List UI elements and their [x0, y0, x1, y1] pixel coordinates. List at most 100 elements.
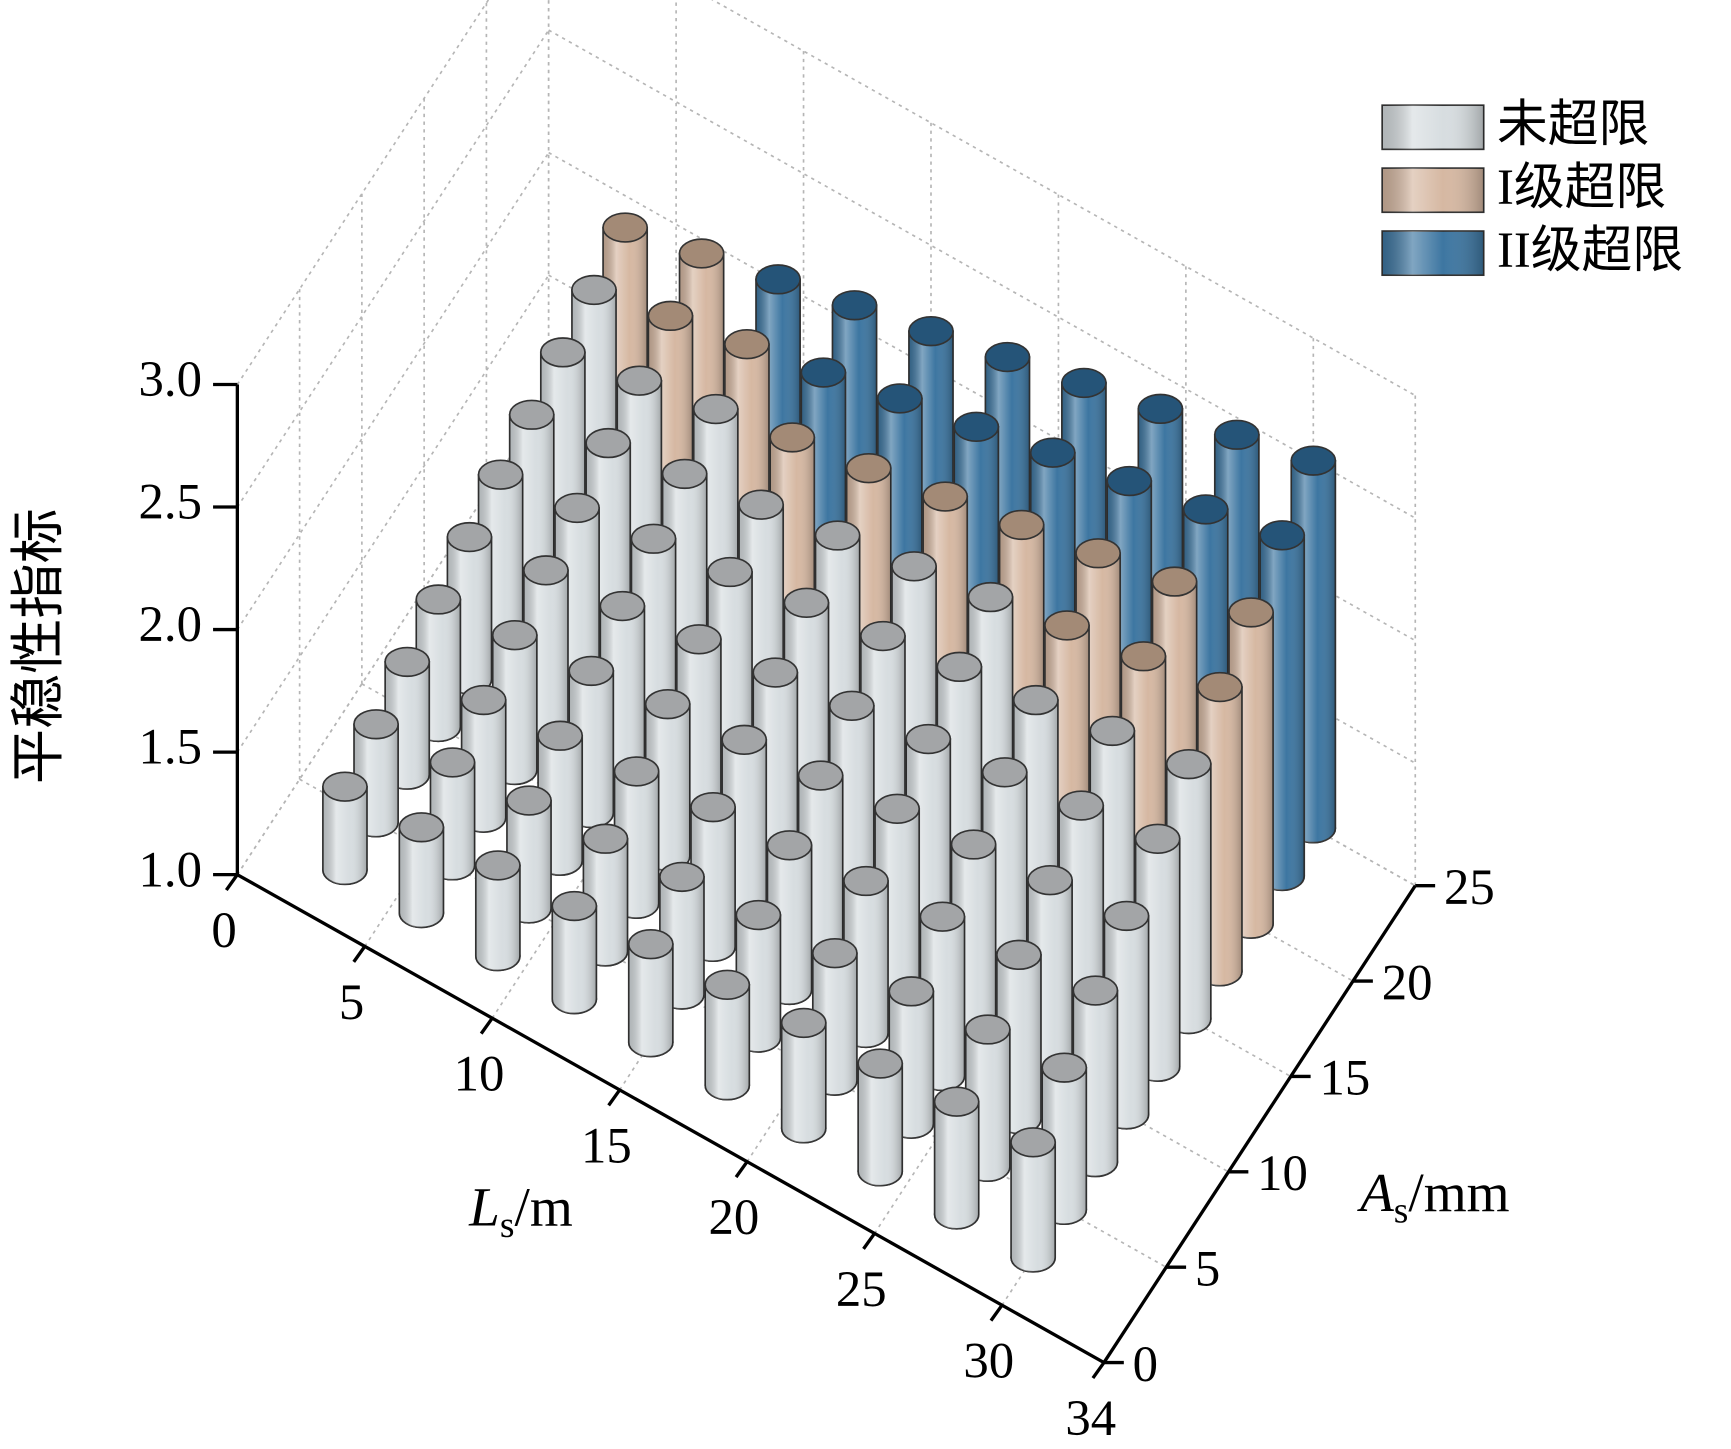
cylinder-cap	[919, 901, 966, 932]
cylinder-cap	[508, 399, 555, 430]
y-tick-label: 10	[1257, 1145, 1308, 1201]
cylinder	[780, 1007, 827, 1144]
cylinder-cap	[721, 724, 768, 756]
cylinder-shade	[858, 1063, 903, 1186]
x-tick-label: 25	[836, 1261, 887, 1317]
cylinder-cap	[1044, 610, 1090, 641]
cylinder-cap	[922, 481, 969, 512]
cylinder-cap	[602, 212, 649, 243]
z-tick-label: 1.5	[139, 719, 202, 775]
cylinder-shade	[705, 984, 750, 1100]
cylinder-cap	[1027, 865, 1073, 896]
cylinder-cap	[811, 938, 858, 969]
cylinder	[398, 812, 445, 929]
cylinder-cap	[1089, 715, 1136, 747]
cylinder-cap	[964, 1014, 1011, 1045]
x-tick	[734, 1160, 749, 1179]
cylinder-cap	[766, 830, 813, 861]
cylinder-cap	[613, 756, 660, 787]
cylinder-cap	[627, 929, 674, 960]
grid-line	[236, 29, 550, 508]
y-label-symbol: A	[1356, 1162, 1394, 1223]
cylinder-cap	[797, 760, 844, 791]
cylinder-cap	[888, 976, 935, 1007]
cylinder-cap	[905, 723, 952, 755]
y-axis-label: As/mm	[1356, 1162, 1510, 1231]
legend-swatch-shade	[1382, 168, 1484, 213]
cylinder-cap	[477, 459, 524, 490]
cylinder-cap	[724, 329, 770, 360]
cylinder-cap	[891, 551, 937, 582]
cylinder-cap	[933, 1086, 980, 1117]
cylinder	[460, 684, 507, 833]
cylinder-cap	[1137, 393, 1184, 425]
x-axis-label: Ls/m	[468, 1176, 573, 1245]
cylinder-cap	[415, 584, 462, 615]
legend-label: 未超限	[1497, 96, 1649, 152]
cylinder-cap	[554, 492, 600, 524]
cylinder-cap	[1259, 520, 1306, 551]
x-tick-label: 20	[708, 1189, 759, 1245]
cylinder-shade	[934, 1101, 979, 1229]
cylinder-cap	[460, 684, 507, 716]
cylinder-cap	[908, 315, 954, 347]
cylinder-cap	[800, 357, 847, 388]
cylinder-cap	[1182, 494, 1229, 525]
x-axis-line	[236, 873, 1105, 1365]
cylinder-cap	[630, 523, 677, 554]
cylinder-cap	[537, 720, 584, 751]
cylinder-cap	[585, 427, 632, 459]
cylinder-cap	[967, 581, 1014, 613]
x-tick-label: 10	[454, 1046, 505, 1102]
cylinder-cap	[571, 274, 617, 306]
cylinder-cap	[755, 264, 801, 295]
cylinder-cap	[738, 489, 785, 520]
x-tick-label: 30	[963, 1333, 1014, 1389]
cylinder-cap	[616, 365, 663, 396]
x-tick	[224, 873, 239, 892]
cylinder	[1010, 1127, 1057, 1273]
cylinder	[474, 850, 521, 972]
x-tick	[479, 1017, 494, 1035]
cylinder	[857, 1048, 904, 1187]
bars-layer	[322, 212, 1337, 1273]
x-tick-label: 15	[581, 1117, 632, 1173]
grid-line	[236, 152, 550, 631]
cylinder-shade	[552, 906, 597, 1014]
cylinder-cap	[474, 850, 521, 881]
y-tick-label: 25	[1444, 859, 1495, 915]
cylinder-shade	[1011, 1142, 1056, 1272]
cylinder-cap	[1058, 790, 1105, 821]
z-axis-label: 平稳性指标	[8, 508, 69, 784]
cylinder-cap	[828, 690, 875, 721]
cylinder-cap	[936, 651, 983, 683]
cylinder-cap	[1151, 566, 1198, 597]
y-label-sub: s	[1394, 1190, 1409, 1231]
x-tick	[607, 1088, 622, 1107]
cylinder-cap	[1010, 1127, 1057, 1158]
cylinder-cap	[353, 709, 399, 740]
cylinder-cap	[752, 657, 799, 688]
x-label-unit: /m	[514, 1176, 572, 1237]
cylinder-cap	[491, 620, 538, 651]
cylinder-cap	[690, 791, 736, 823]
cylinder-cap	[1012, 684, 1059, 716]
cylinder-cap	[876, 383, 923, 414]
x-tick-label: 34	[1065, 1390, 1116, 1446]
cylinder-cap	[1213, 419, 1260, 450]
cylinder-cap	[831, 290, 878, 321]
cylinder	[353, 709, 399, 838]
cylinder-cap	[1103, 900, 1150, 932]
cylinder-cap	[996, 939, 1042, 971]
cylinder	[322, 771, 368, 886]
legend-label: II级超限	[1497, 222, 1683, 278]
cylinder-cap	[874, 793, 921, 824]
cylinder-cap	[659, 861, 705, 893]
cylinder-cap	[644, 688, 691, 720]
cylinder-cap	[860, 620, 906, 652]
cylinder-cap	[446, 521, 493, 553]
cylinder-cap	[322, 771, 368, 802]
cylinder-cap	[981, 757, 1028, 788]
cylinder-cap	[857, 1048, 904, 1079]
cylinder-cap	[398, 812, 445, 843]
